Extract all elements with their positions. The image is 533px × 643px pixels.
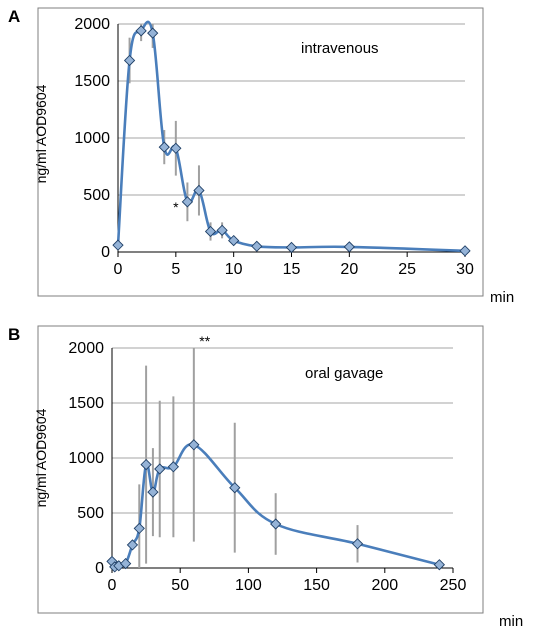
panel-a-chart: A intravenous ng/ml AOD9604 min 05001000… [8,7,514,306]
panel-a-ytick-label: 2000 [74,16,110,33]
panel-a-data-point [181,196,194,208]
panel-b-data-point [133,522,145,535]
panel-b-ytick-label: 0 [95,560,104,577]
panel-a-xtick-label: 20 [340,261,358,278]
panel-a-data-point [204,225,217,238]
panel-a-ytick-label: 1000 [74,130,110,147]
panel-b-data-point [433,559,445,571]
panel-a-series-line [116,20,466,253]
panel-a-xtick-label: 25 [398,261,416,278]
panel-a-data-point [147,27,159,39]
panel-a-xtick-label: 10 [225,261,243,278]
panel-b-data-point [126,539,139,551]
panel-a-data-point [123,54,136,67]
panel-a-xlabel: min [490,289,514,306]
panel-a-data-point [228,234,240,247]
panel-a-data-point [170,142,182,154]
panel-b-frame [37,325,484,614]
panel-a-data-point [112,239,124,251]
panel-b-xtick-label: 50 [171,577,189,594]
panel-a-data-point [251,240,263,252]
panel-a-data-point [135,25,147,37]
panel-b-ytick-label: 1000 [68,450,104,467]
panel-a-plot-area: 0 500 1000 1500 2000 0 5 10 15 20 25 30 * [74,16,474,278]
panel-b-significance-mark: ** [199,333,210,349]
panel-b-ylabel: ng/ml AOD9604 [33,408,49,507]
panel-a-frame [37,7,484,297]
panel-b-ytick-label: 500 [77,505,104,522]
panel-b-data-point [270,518,282,530]
panel-a-xtick-label: 15 [283,261,301,278]
panel-b-xtick-label: 250 [440,577,467,594]
panel-b-annotation: oral gavage [305,365,383,382]
panel-a-data-point [193,184,205,197]
panel-a-data-point [285,241,298,254]
panel-a-xtick-label: 5 [171,261,180,278]
panel-b-chart: B oral gavage ng/ml AOD9604 min 05001000… [8,325,523,630]
panel-a-significance-mark: * [173,199,179,215]
panel-b-ytick-label: 2000 [68,340,104,357]
panel-b-data-point [147,486,159,498]
panel-b-data-point [154,463,166,475]
panel-a-data-point [158,141,170,153]
panel-a-annotation: intravenous [301,40,379,57]
panel-b-data-point [167,461,180,473]
panel-b-xtick-label: 200 [371,577,398,594]
panel-b-xtick-label: 150 [303,577,330,594]
panel-a-data-point [459,245,471,257]
panel-b-xtick-label: 100 [235,577,262,594]
panel-a-letter: A [8,7,20,26]
panel-b-data-point [120,557,132,570]
panel-a-ytick-label: 0 [101,244,110,261]
panel-b-letter: B [8,325,20,344]
panel-b-ytick-label: 1500 [68,395,104,412]
panel-b-xtick-label: 0 [108,577,117,594]
panel-b-plot-area: 0 500 1000 1500 2000 0 50 100 150 200 250 ** [68,333,466,594]
panel-a-ylabel: ng/ml AOD9604 [33,84,49,183]
panel-b-data-point [140,458,152,471]
panel-b-data-point [229,482,241,494]
panel-a-ytick-label: 500 [83,187,110,204]
panel-a-data-point [343,241,355,253]
panel-a-data-point [216,224,228,236]
panel-b-data-point [351,538,364,550]
panel-b-xlabel: min [499,613,523,630]
panel-a-ytick-label: 1500 [74,73,110,90]
panel-a-xtick-label: 0 [114,261,123,278]
panel-a-xtick-label: 30 [456,261,474,278]
panel-b-data-point [188,439,200,451]
